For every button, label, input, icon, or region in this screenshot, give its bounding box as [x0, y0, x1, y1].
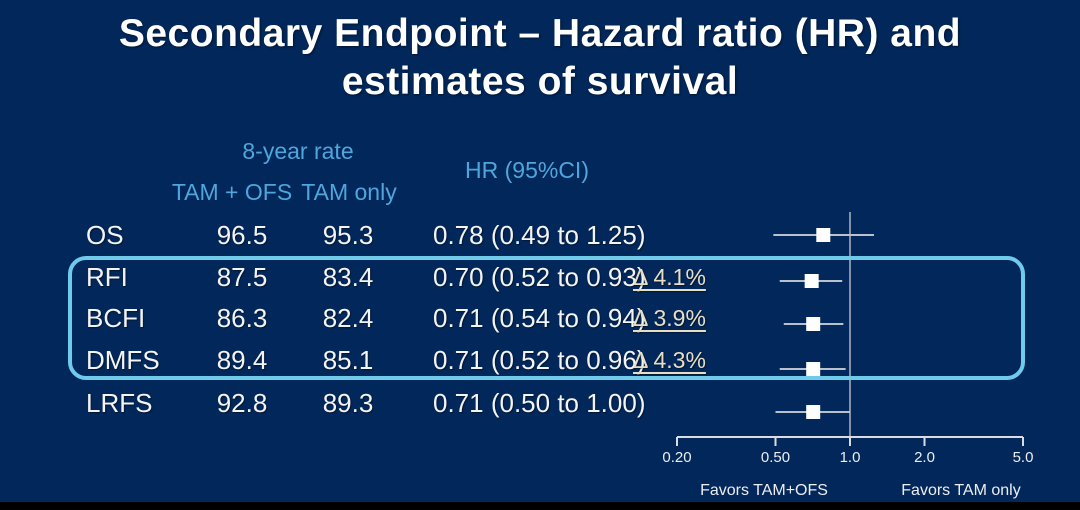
x-axis-tick-label: 1.0	[840, 449, 861, 466]
table-row-dmfs: DMFS 89.4 85.1 0.71 (0.52 to 0.96) Δ 4.3%	[0, 343, 1080, 377]
delta-value: Δ 4.3%	[633, 347, 706, 373]
x-axis-tick-label: 5.0	[1013, 449, 1034, 466]
tam-ofs-value: 86.3	[216, 303, 268, 333]
tam-ofs-value: 87.5	[216, 262, 268, 292]
table-row-bcfi: BCFI 86.3 82.4 0.71 (0.54 to 0.94) Δ 3.9%	[0, 301, 1080, 335]
column-header-hr-ci: HR (95%CI)	[465, 157, 589, 183]
hr-marker-dmfs	[806, 362, 821, 376]
hr-marker-bcfi	[806, 317, 821, 331]
endpoint-label: BCFI	[86, 303, 146, 333]
x-axis-tick-label: 2.0	[914, 449, 935, 466]
table-row-lrfs: LRFS 92.8 89.3 0.71 (0.50 to 1.00)	[0, 386, 1080, 420]
tam-only-value: 95.3	[322, 220, 374, 250]
column-header-tam-only: TAM only	[301, 179, 397, 205]
hr-marker-rfi	[804, 274, 819, 288]
hr-ci-value: 0.70 (0.52 to 0.93)	[433, 262, 646, 292]
hr-marker-lrfs	[806, 405, 821, 419]
x-axis-tick-label: 0.50	[761, 449, 790, 466]
endpoint-label: DMFS	[86, 345, 160, 375]
hr-ci-value: 0.71 (0.54 to 0.94)	[433, 303, 646, 333]
table-row-os: OS 96.5 95.3 0.78 (0.49 to 1.25)	[0, 218, 1080, 252]
column-group-header-8-year-rate: 8-year rate	[242, 138, 354, 164]
hr-marker-os	[816, 228, 831, 242]
slide-title: Secondary Endpoint – Hazard ratio (HR) a…	[0, 10, 1080, 106]
bottom-letterbox-bar	[0, 502, 1080, 510]
favors-right-label: Favors TAM only	[901, 482, 1021, 499]
endpoint-label: RFI	[86, 262, 128, 292]
delta-value: Δ 4.1%	[633, 264, 706, 290]
favors-left-label: Favors TAM+OFS	[700, 482, 828, 499]
endpoint-label: OS	[86, 220, 124, 250]
delta-value: Δ 3.9%	[633, 305, 706, 331]
tam-ofs-value: 89.4	[216, 345, 268, 375]
tam-ofs-value: 92.8	[216, 388, 268, 418]
endpoint-label: LRFS	[86, 388, 153, 418]
tam-only-value: 82.4	[322, 303, 374, 333]
tam-only-value: 83.4	[322, 262, 374, 292]
tam-ofs-value: 96.5	[216, 220, 268, 250]
hr-ci-value: 0.71 (0.50 to 1.00)	[433, 388, 646, 418]
tam-only-value: 89.3	[322, 388, 374, 418]
column-header-tam-ofs: TAM + OFS	[171, 179, 293, 205]
tam-only-value: 85.1	[322, 345, 374, 375]
table-row-rfi: RFI 87.5 83.4 0.70 (0.52 to 0.93) Δ 4.1%	[0, 260, 1080, 294]
x-axis-tick-label: 0.20	[662, 449, 691, 466]
hr-ci-value: 0.78 (0.49 to 1.25)	[433, 220, 646, 250]
slide-title-line2: estimates of survival	[341, 60, 739, 103]
hr-ci-value: 0.71 (0.52 to 0.96)	[433, 345, 646, 375]
slide-title-line1: Secondary Endpoint – Hazard ratio (HR) a…	[118, 12, 962, 55]
